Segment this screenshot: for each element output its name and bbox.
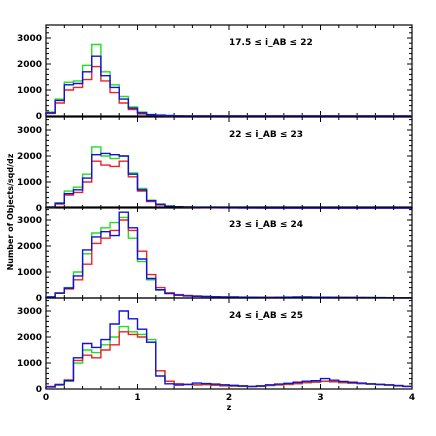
- series-blue-line: [45, 55, 412, 117]
- y-tick-label: 3000: [17, 34, 42, 44]
- panel-3: 0 1000 2000 3000 23 ≤ i_AB ≤ 24: [17, 206, 413, 304]
- x-axis-title: z: [227, 403, 232, 412]
- y-tick-label: 0: [36, 385, 42, 395]
- x-tick-label: 2: [226, 393, 232, 403]
- y-axis-title: Number of Objects/sqd/dz: [6, 153, 15, 270]
- panel-label: 22 ≤ i_AB ≤ 23: [229, 130, 303, 140]
- y-tick-label: 1000: [17, 86, 42, 96]
- series-blue-line: [45, 211, 412, 299]
- y-tick-label: 0: [36, 204, 42, 214]
- panel-1: 0 1000 2000 3000 17.5 ≤ i_AB ≤ 22: [17, 24, 413, 122]
- y-tick-label: 2000: [17, 333, 42, 343]
- y-tick-label: 1000: [17, 178, 42, 188]
- x-tick-label: 0: [43, 393, 49, 403]
- panel-label: 17.5 ≤ i_AB ≤ 22: [229, 38, 313, 48]
- y-tick-label: 3000: [17, 307, 42, 317]
- series-blue-line: [45, 310, 412, 389]
- y-tick-label: 1000: [17, 359, 42, 369]
- x-tick-label: 3: [317, 393, 323, 403]
- x-tick-label: 1: [134, 393, 140, 403]
- panel-label: 24 ≤ i_AB ≤ 25: [229, 311, 303, 321]
- panel-2: 0 1000 2000 3000 22 ≤ i_AB ≤ 23: [17, 116, 413, 214]
- series-red-line: [45, 160, 412, 209]
- y-tick-label: 3000: [17, 126, 42, 136]
- y-tick-label: 2000: [17, 242, 42, 252]
- y-tick-label: 3000: [17, 216, 42, 226]
- y-tick-label: 0: [36, 112, 42, 122]
- y-tick-label: 0: [36, 294, 42, 304]
- y-tick-label: 1000: [17, 268, 42, 278]
- panel-label: 23 ≤ i_AB ≤ 24: [229, 220, 303, 230]
- panel-4: 0 1000 2000 3000 24 ≤ i_AB ≤ 25: [17, 297, 413, 395]
- x-tick-label: 4: [409, 393, 415, 403]
- y-tick-label: 2000: [17, 60, 42, 70]
- y-tick-label: 2000: [17, 152, 42, 162]
- series-green-line: [45, 146, 412, 209]
